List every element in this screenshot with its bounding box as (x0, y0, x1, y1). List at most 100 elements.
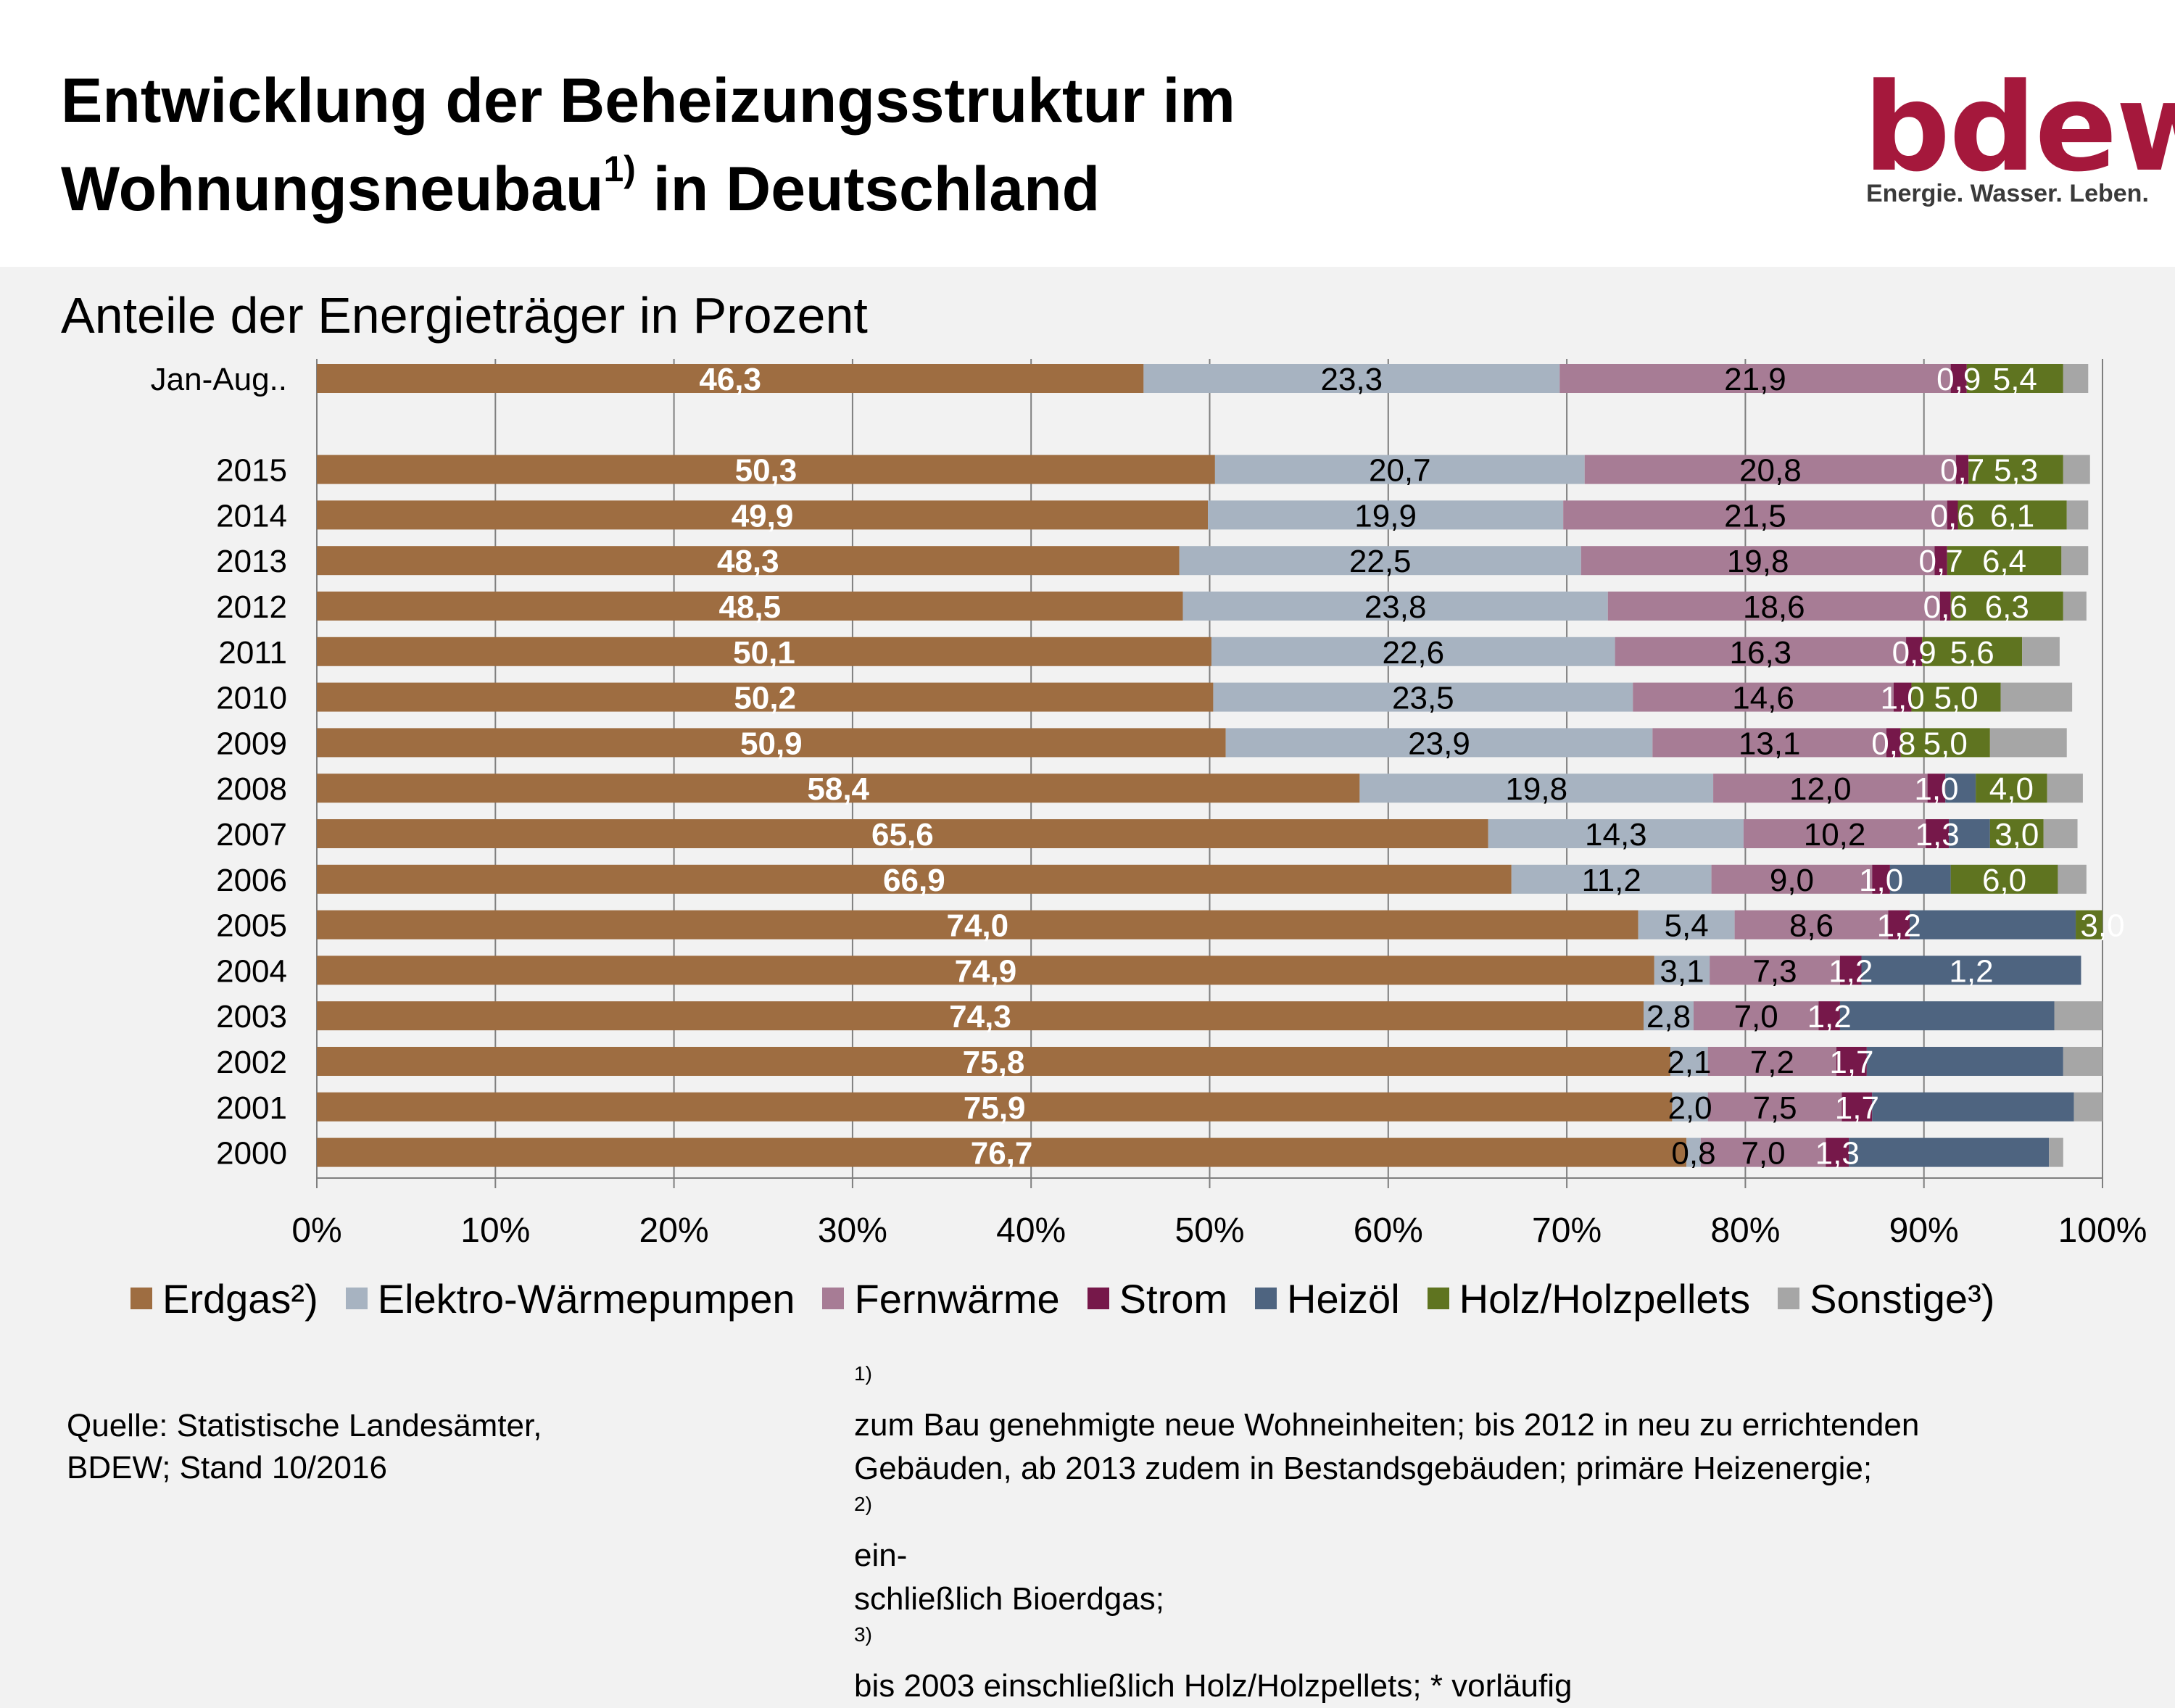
data-label: 74,9 (955, 953, 1017, 989)
x-tick-label: 20% (639, 1211, 709, 1250)
data-label: 22,6 (1382, 635, 1444, 671)
data-label: 0,9 (1892, 635, 1936, 671)
data-label: 7,0 (1741, 1136, 1785, 1172)
category-label: 2015 (216, 453, 287, 489)
data-label: 20,7 (1369, 453, 1431, 489)
legend-swatch (1087, 1288, 1109, 1309)
data-label: 49,9 (732, 498, 794, 534)
footnote-text-1: zum Bau genehmigte neue Wohneinheiten; b… (854, 1407, 1920, 1443)
category-label: 2000 (216, 1136, 287, 1172)
bar-segment (1607, 592, 1940, 621)
footnote-mark-3: 3) (854, 1623, 872, 1646)
data-label: 10,2 (1804, 817, 1866, 853)
category-label: 2007 (216, 817, 287, 853)
bar-segment (1700, 1137, 1826, 1167)
x-tick-label: 0% (291, 1211, 341, 1250)
data-label: 46,3 (699, 362, 761, 397)
bar-segment (317, 1092, 1673, 1122)
page-title: Entwicklung der Beheizungsstruktur im Wo… (61, 57, 1728, 233)
bar-segment (1826, 1137, 1849, 1167)
bar-segment (317, 728, 1226, 758)
chart-legend: Erdgas²) Elektro-Wärmepumpen Fernwärme Stro… (130, 1273, 2022, 1324)
data-label: 19,8 (1505, 771, 1567, 807)
data-label: 20,8 (1739, 453, 1802, 489)
category-label: Jan-Aug.. (151, 362, 287, 397)
bar-segment (1713, 774, 1928, 803)
bar-segment (1861, 955, 2081, 985)
data-label: 74,0 (946, 908, 1008, 944)
bar-segment (1872, 864, 1890, 894)
bar-segment (1711, 864, 1873, 894)
data-label: 6,0 (1982, 863, 2026, 898)
bar-segment (2047, 774, 2083, 803)
bar-segment (1886, 728, 1901, 758)
data-label: 0,7 (1919, 544, 1963, 579)
data-label: 5,0 (1934, 681, 1978, 716)
bar-segment (317, 1047, 1670, 1076)
title-line-2-start: Wohnungsneubau (61, 154, 604, 224)
category-label: 2013 (216, 544, 287, 579)
bar-segment (1225, 728, 1653, 758)
data-label: 48,5 (718, 589, 781, 625)
footnote-text-2b: ein- (854, 1538, 908, 1573)
data-label: 1,2 (1828, 953, 1873, 989)
bar-segment (1950, 864, 2058, 894)
bar-segment (2000, 682, 2073, 712)
category-label: 2010 (216, 681, 287, 716)
bar-segment (2058, 864, 2087, 894)
data-label: 0,8 (1671, 1136, 1715, 1172)
bar-segment (1989, 819, 2044, 848)
bar-segment (1559, 364, 1951, 393)
bar-segment (1743, 819, 1926, 848)
legend-swatch (1255, 1288, 1277, 1309)
bar-segment (317, 1001, 1644, 1031)
bar-segment (1872, 1092, 2074, 1122)
bar-segment (2054, 1001, 2102, 1031)
footnote-line-3: schließlich Bioerdgas; 3) bis 2003 einsc… (854, 1578, 2159, 1708)
bar-segment (1839, 1001, 2055, 1031)
data-label: 1,7 (1835, 1090, 1879, 1126)
data-label: 6,3 (1985, 589, 2029, 625)
data-label: 50,2 (734, 681, 796, 716)
data-label: 19,9 (1354, 498, 1417, 534)
data-label: 4,0 (1989, 771, 2034, 807)
bar-segment (1893, 682, 1912, 712)
category-label: 2002 (216, 1045, 287, 1080)
bar-segment (2049, 1137, 2063, 1167)
source-line-2: BDEW; Stand 10/2016 (67, 1450, 387, 1485)
bar-segment (1580, 546, 1935, 576)
data-label: 1,0 (1881, 681, 1925, 716)
data-label: 0,8 (1871, 726, 1915, 761)
data-label: 7,3 (1752, 953, 1797, 989)
category-label: 2005 (216, 908, 287, 944)
bar-segment (1911, 682, 2001, 712)
bar-segment (1818, 1001, 1840, 1031)
bar-segment (1956, 455, 1969, 484)
footnote-line-2: Gebäuden, ab 2013 zudem in Bestandsgebäu… (854, 1447, 2159, 1578)
bar-segment (1947, 546, 2062, 576)
legend-item: Holz/Holzpellets (1427, 1275, 1750, 1322)
bdew-logo: bdew Energie. Wasser. Leben. (1842, 62, 2175, 207)
data-label: 2,8 (1646, 999, 1691, 1035)
bar-segment (1644, 1001, 1694, 1031)
bar-segment (2061, 546, 2089, 576)
bar-segment (1949, 819, 1990, 848)
x-tick-label: 50% (1174, 1211, 1244, 1250)
data-label: 3,1 (1660, 953, 1704, 989)
data-label: 23,3 (1320, 362, 1383, 397)
legend-item: Elektro-Wärmepumpen (345, 1275, 795, 1322)
bar-segment (1208, 500, 1564, 530)
legend-item: Erdgas²) (130, 1275, 318, 1322)
bar-segment (1654, 955, 1710, 985)
data-label: 50,1 (733, 635, 795, 671)
data-label: 1,0 (1859, 863, 1903, 898)
data-label: 11,2 (1581, 863, 1641, 898)
data-label: 18,6 (1743, 589, 1805, 625)
bar-segment (1182, 592, 1608, 621)
legend-label: Elektro-Wärmepumpen (377, 1275, 795, 1322)
bar-segment (1927, 774, 1946, 803)
data-label: 5,4 (1665, 908, 1709, 944)
data-label: 5,4 (1993, 362, 2037, 397)
bar-segment (317, 455, 1215, 484)
bar-segment (1888, 910, 1910, 940)
